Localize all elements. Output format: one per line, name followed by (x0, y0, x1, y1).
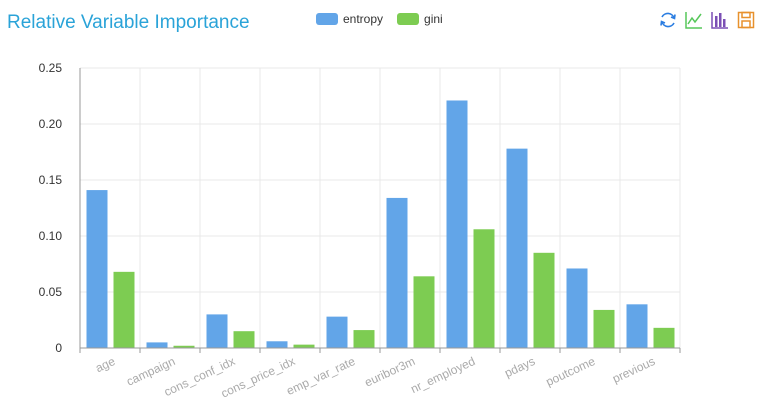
legend-swatch-entropy (316, 13, 338, 25)
x-tick-label-poutcome: poutcome (544, 354, 598, 389)
bar-entropy-emp_var_rate[interactable] (326, 316, 348, 348)
bar-gini-emp_var_rate[interactable] (353, 330, 375, 348)
bar-entropy-campaign[interactable] (146, 342, 168, 348)
x-axis: age campaigncons_conf_idxcons_price_idxem… (79, 347, 681, 401)
bar-gini-euribor3m[interactable] (413, 276, 435, 348)
bar-gini-cons_price_idx[interactable] (293, 344, 315, 348)
bar-gini-age[interactable] (113, 271, 135, 348)
y-tick-label: 0.10 (39, 229, 63, 243)
legend-item-gini[interactable]: gini (397, 12, 443, 26)
bar-gini-pdays[interactable] (533, 252, 555, 348)
bar-gini-previous[interactable] (653, 327, 675, 348)
refresh-icon[interactable] (658, 10, 678, 30)
x-tick-label-previous: previous (610, 354, 657, 386)
bar-entropy-pdays[interactable] (506, 148, 528, 348)
bar-entropy-previous[interactable] (626, 304, 648, 348)
y-tick-label: 0.05 (39, 285, 63, 299)
bar-gini-campaign[interactable] (173, 345, 195, 348)
y-tick-label: 0 (55, 341, 62, 355)
y-tick-label: 0.15 (39, 173, 63, 187)
bar-gini-poutcome[interactable] (593, 309, 615, 348)
bar-entropy-age[interactable] (86, 190, 108, 348)
x-tick-label-emp_var_rate: emp_var_rate (284, 354, 357, 398)
legend: entropy gini (316, 12, 443, 26)
grid-lines (79, 67, 681, 348)
bar-gini-nr_employed[interactable] (473, 229, 495, 348)
bars (86, 100, 675, 348)
x-tick-label-age: age (93, 354, 117, 375)
bar-entropy-cons_price_idx[interactable] (266, 341, 288, 348)
legend-item-entropy[interactable]: entropy (316, 12, 383, 26)
bar-entropy-nr_employed[interactable] (446, 100, 468, 348)
legend-swatch-gini (397, 13, 420, 25)
y-tick-label: 0.20 (39, 117, 63, 131)
x-tick-label-nr_employed: nr_employed (408, 354, 477, 396)
x-tick-label-pdays: pdays (502, 354, 537, 380)
bar-entropy-cons_conf_idx[interactable] (206, 314, 228, 348)
bar-entropy-euribor3m[interactable] (386, 197, 408, 348)
toolbox (658, 10, 756, 30)
legend-label-entropy: entropy (343, 12, 384, 26)
bar-entropy-poutcome[interactable] (566, 268, 588, 348)
y-axis: 0 0.05 0.10 0.15 0.20 0.25 (39, 61, 81, 355)
bar-gini-cons_conf_idx[interactable] (233, 331, 255, 348)
save-icon[interactable] (736, 10, 756, 30)
line-chart-icon[interactable] (684, 10, 704, 30)
legend-label-gini: gini (424, 12, 443, 26)
bar-chart-icon[interactable] (710, 10, 730, 30)
chart-title: Relative Variable Importance (7, 12, 250, 33)
y-tick-label: 0.25 (39, 61, 63, 75)
